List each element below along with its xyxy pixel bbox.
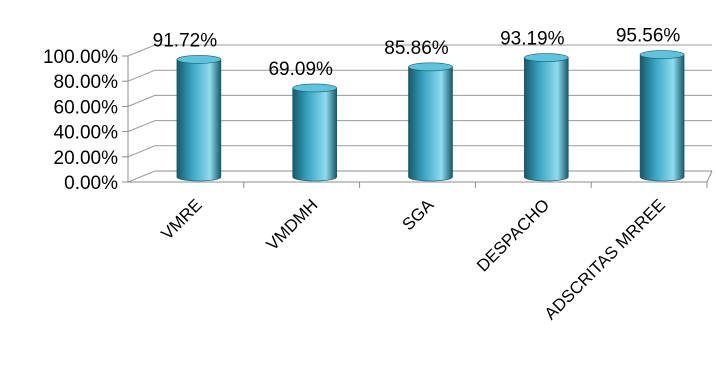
bar — [292, 83, 338, 182]
bar — [639, 50, 685, 182]
x-tick-label: SGA — [399, 195, 438, 234]
bar-body — [176, 59, 222, 182]
bar — [408, 62, 453, 182]
bar-top — [523, 53, 569, 62]
data-label: 95.56% — [616, 26, 681, 47]
x-tick-label: VMRE — [158, 195, 206, 243]
bar-body — [639, 54, 685, 182]
y-tick-label: 0.00% — [64, 173, 118, 194]
bar-body — [524, 57, 569, 182]
y-tick-label: 80.00% — [54, 72, 119, 93]
bar-top — [292, 83, 338, 93]
bars — [176, 50, 685, 182]
bar-body — [292, 87, 337, 182]
y-axis-tick-labels: 0.00% 20.00% 40.00% 60.00% 80.00% 100.00% — [43, 47, 118, 194]
bar — [176, 55, 222, 182]
x-tick-label: VMDMH — [263, 195, 322, 254]
bar-top — [176, 55, 222, 64]
bar — [523, 53, 569, 182]
y-tick-label: 20.00% — [54, 148, 119, 169]
bar-body — [408, 66, 453, 182]
data-labels: 91.72% 69.09% 85.86% 93.19% 95.56% — [153, 26, 681, 80]
y-tick-label: 40.00% — [54, 123, 119, 144]
bar-top — [408, 62, 453, 72]
x-tick-label: DESPACHO — [473, 195, 553, 275]
x-tick-label: ADSCRITAS MRREE — [541, 195, 669, 323]
data-label: 85.86% — [384, 38, 449, 59]
data-label: 93.19% — [500, 29, 565, 50]
y-tick-label: 60.00% — [54, 97, 119, 118]
bar-top — [639, 50, 685, 59]
data-label: 69.09% — [268, 59, 333, 80]
y-tick-label: 100.00% — [43, 47, 118, 68]
data-label: 91.72% — [153, 30, 218, 51]
gridline — [127, 44, 712, 57]
